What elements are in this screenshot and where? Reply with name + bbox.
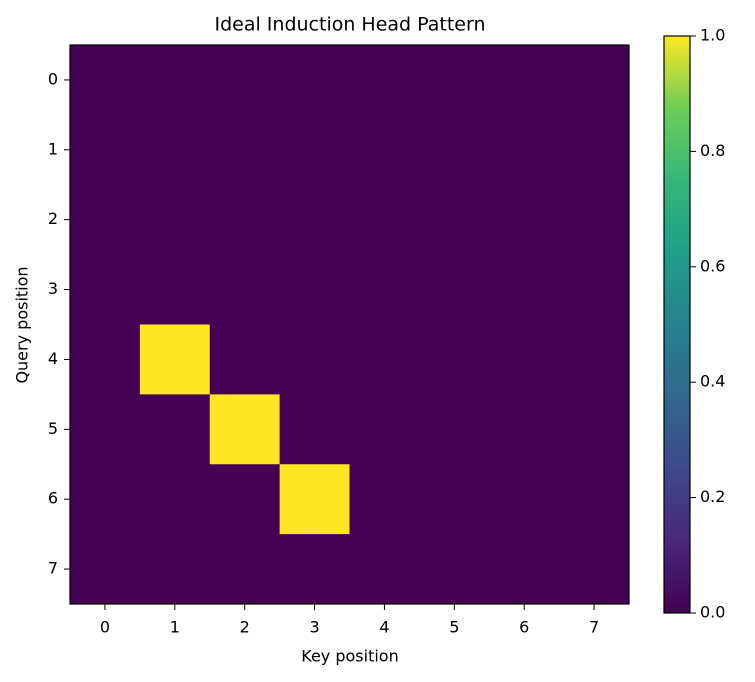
heatmap-cell — [489, 254, 560, 325]
heatmap-cell — [139, 534, 211, 605]
heatmap-cell — [279, 114, 350, 186]
heatmap-cell — [209, 184, 281, 256]
heatmap-cell — [349, 534, 420, 605]
heatmap-cell — [559, 534, 630, 605]
heatmap-cell — [559, 254, 630, 325]
colorbar-tick-label: 0.8 — [700, 141, 725, 160]
x-tick-label: 2 — [240, 618, 250, 637]
colorbar-tick-label: 0.0 — [700, 603, 725, 622]
heatmap-cell — [209, 114, 281, 186]
y-tick-label: 4 — [48, 349, 58, 368]
heatmap-cell — [419, 254, 490, 325]
x-tick-label: 6 — [519, 618, 529, 637]
heatmap-cell — [70, 534, 141, 605]
heatmap-cell — [70, 254, 141, 325]
colorbar-tick-label: 0.6 — [700, 256, 725, 275]
heatmap-cell — [139, 45, 211, 116]
heatmap-cell — [279, 254, 350, 325]
heatmap-cell — [419, 464, 490, 535]
y-tick-label: 0 — [48, 69, 58, 88]
heatmap-cell — [139, 394, 211, 465]
x-tick-label: 7 — [589, 618, 599, 637]
colorbar-tick-label: 1.0 — [700, 26, 725, 45]
heatmap-cell — [70, 114, 141, 186]
heatmap-cell — [139, 184, 211, 256]
heatmap-cell — [489, 464, 560, 535]
x-tick-label: 1 — [170, 618, 180, 637]
heatmap-cell — [349, 45, 420, 116]
heatmap-cell — [559, 114, 630, 186]
heatmap-cell — [489, 394, 560, 465]
heatmap-cell — [70, 184, 141, 256]
heatmap-cell — [209, 534, 281, 605]
heatmap-cell — [279, 394, 350, 465]
x-tick-label: 5 — [449, 618, 459, 637]
colorbar-tick-label: 0.2 — [700, 487, 725, 506]
heatmap-cell — [139, 114, 211, 186]
heatmap-cell — [279, 324, 350, 395]
y-tick-label: 1 — [48, 139, 58, 158]
y-tick-label: 3 — [48, 279, 58, 298]
heatmap-cell — [279, 184, 350, 256]
heatmap-cell — [559, 394, 630, 465]
heatmap-cell — [349, 464, 420, 535]
y-tick-label: 6 — [48, 489, 58, 508]
heatmap-cell — [209, 464, 281, 535]
heatmap-cell — [139, 324, 211, 395]
heatmap-cell — [70, 324, 141, 395]
heatmap-cell — [489, 114, 560, 186]
y-tick-label: 7 — [48, 559, 58, 578]
heatmap-cell — [559, 324, 630, 395]
heatmap-cell — [139, 464, 211, 535]
x-axis-label: Key position — [301, 647, 398, 666]
heatmap-cell — [139, 254, 211, 325]
heatmap-cell — [209, 324, 281, 395]
colorbar-tick-label: 0.4 — [700, 372, 725, 391]
y-tick-label: 5 — [48, 419, 58, 438]
heatmap-cell — [209, 394, 281, 465]
heatmap-cell — [349, 254, 420, 325]
heatmap-cell — [279, 534, 350, 605]
heatmap-cell — [279, 464, 350, 535]
y-axis-label: Query position — [13, 266, 32, 383]
heatmap-cell — [70, 394, 141, 465]
heatmap-cell — [209, 45, 281, 116]
heatmap-cell — [559, 184, 630, 256]
heatmap-cell — [209, 254, 281, 325]
heatmap-cell — [419, 114, 490, 186]
heatmap-cell — [70, 45, 141, 116]
y-tick-label: 2 — [48, 209, 58, 228]
heatmap-cell — [489, 45, 560, 116]
heatmap-cell — [349, 114, 420, 186]
heatmap-cell — [349, 394, 420, 465]
heatmap-cell — [419, 184, 490, 256]
heatmap-cell — [349, 324, 420, 395]
heatmap-cell — [279, 45, 350, 116]
heatmap-cell — [70, 464, 141, 535]
heatmap-cell — [559, 464, 630, 535]
colorbar — [663, 35, 691, 614]
heatmap-cell — [419, 324, 490, 395]
heatmap-cell — [419, 394, 490, 465]
heatmap-cell — [349, 184, 420, 256]
heatmap-cell — [489, 184, 560, 256]
heatmap-cell — [489, 324, 560, 395]
heatmap-cell — [419, 534, 490, 605]
heatmap-cell — [419, 45, 490, 116]
chart-title: Ideal Induction Head Pattern — [214, 14, 485, 36]
x-tick-label: 4 — [379, 618, 389, 637]
plot-frame — [69, 44, 630, 605]
x-tick-label: 0 — [100, 618, 110, 637]
heatmap-cell — [559, 45, 630, 116]
heatmap-cell — [489, 534, 560, 605]
x-tick-label: 3 — [309, 618, 319, 637]
